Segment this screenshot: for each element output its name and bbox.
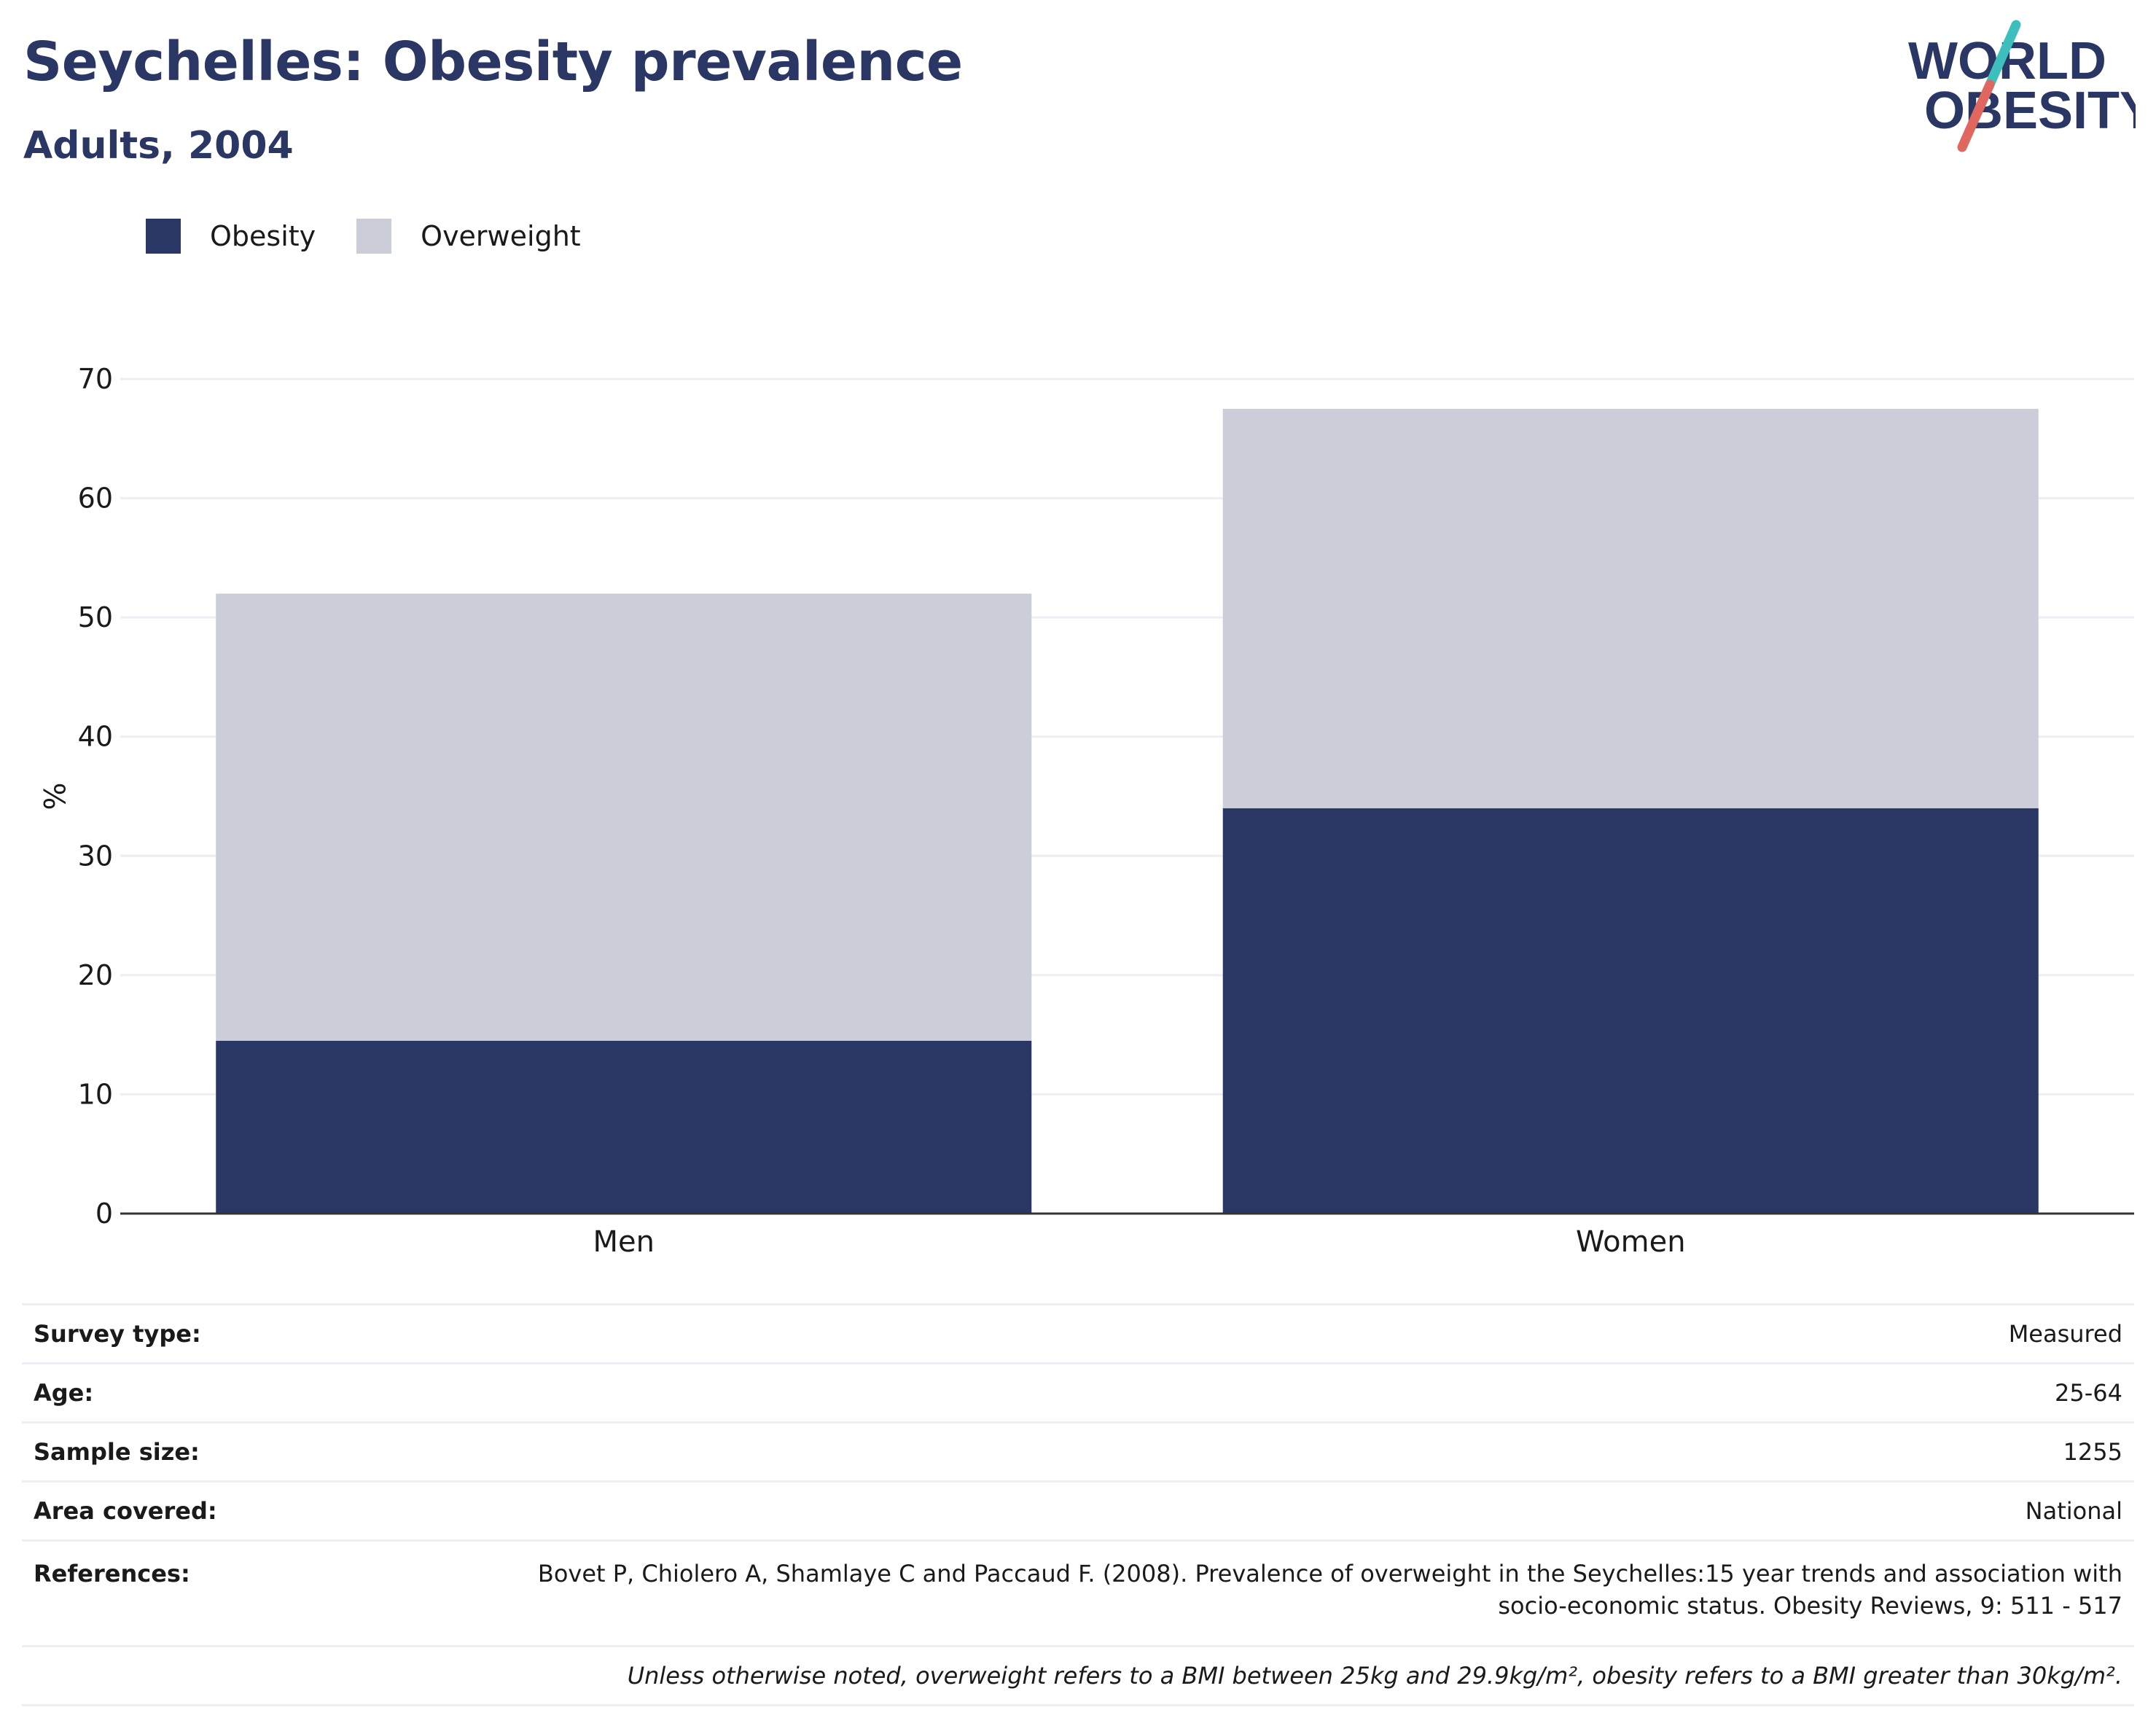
legend-item-overweight[interactable]: Overweight bbox=[356, 219, 581, 254]
info-key: References: bbox=[22, 1540, 424, 1647]
logo-word-obesity: OBESITY bbox=[1924, 82, 2136, 140]
info-key: Age: bbox=[22, 1363, 424, 1423]
info-row-age: Age: 25-64 bbox=[22, 1363, 2134, 1423]
y-tick-label: 70 bbox=[78, 363, 113, 395]
survey-info-table: Survey type: Measured Age: 25-64 Sample … bbox=[22, 1303, 2134, 1706]
info-key: Sample size: bbox=[22, 1422, 424, 1483]
bar-overweight-men bbox=[216, 593, 1032, 1041]
legend-label-overweight: Overweight bbox=[421, 220, 581, 252]
bar-obesity-men bbox=[216, 1040, 1032, 1214]
info-row-note: Unless otherwise noted, overweight refer… bbox=[22, 1646, 2134, 1706]
y-tick-label: 30 bbox=[78, 840, 113, 872]
y-tick-label: 10 bbox=[78, 1078, 113, 1110]
y-tick-label: 20 bbox=[78, 959, 113, 991]
bar-obesity-women bbox=[1222, 808, 2039, 1214]
bar-overweight-women bbox=[1222, 408, 2039, 808]
reference-line-1: Bovet P, Chiolero A, Shamlaye C and Pacc… bbox=[537, 1560, 2122, 1587]
legend-item-obesity[interactable]: Obesity bbox=[146, 219, 316, 254]
chart-title: Seychelles: Obesity prevalence bbox=[23, 31, 963, 93]
info-key: Survey type: bbox=[22, 1303, 424, 1364]
world-obesity-logo[interactable]: WORLD OBESITY bbox=[1895, 15, 2136, 160]
y-axis-label: % bbox=[36, 782, 70, 810]
x-axis-labels: Men Women bbox=[593, 1225, 1686, 1259]
info-value: National bbox=[424, 1481, 2134, 1542]
legend-swatch-obesity bbox=[146, 219, 181, 254]
info-value: Measured bbox=[424, 1303, 2134, 1364]
info-row-survey-type: Survey type: Measured bbox=[22, 1303, 2134, 1364]
info-value-references: Bovet P, Chiolero A, Shamlaye C and Pacc… bbox=[424, 1540, 2134, 1647]
y-tick-label: 0 bbox=[95, 1198, 113, 1230]
logo-slash-teal bbox=[1985, 20, 2021, 90]
reference-line-2: socio-economic status. Obesity Reviews, … bbox=[1498, 1592, 2122, 1620]
logo-slash-red bbox=[1957, 79, 1995, 152]
info-value: 25-64 bbox=[424, 1363, 2134, 1423]
bmi-definition-note: Unless otherwise noted, overweight refer… bbox=[22, 1646, 2134, 1706]
chart-subtitle: Adults, 2004 bbox=[23, 124, 294, 168]
x-tick-label: Men bbox=[593, 1225, 655, 1259]
y-axis-ticks: 0 10 20 30 40 50 60 70 bbox=[78, 363, 113, 1230]
legend: Obesity Overweight bbox=[146, 217, 622, 255]
info-row-sample-size: Sample size: 1255 bbox=[22, 1422, 2134, 1483]
bars bbox=[216, 408, 2039, 1214]
info-row-area-covered: Area covered: National bbox=[22, 1481, 2134, 1542]
x-tick-label: Women bbox=[1576, 1225, 1686, 1259]
y-tick-label: 40 bbox=[78, 721, 113, 753]
stacked-bar-chart: 0 10 20 30 40 50 60 70 Men Women % bbox=[36, 363, 2134, 1259]
info-row-references: References: Bovet P, Chiolero A, Shamlay… bbox=[22, 1540, 2134, 1647]
legend-label-obesity: Obesity bbox=[210, 220, 316, 252]
y-tick-label: 60 bbox=[78, 483, 113, 515]
info-value: 1255 bbox=[424, 1422, 2134, 1483]
info-key: Area covered: bbox=[22, 1481, 424, 1542]
legend-swatch-overweight bbox=[356, 219, 392, 254]
y-tick-label: 50 bbox=[78, 601, 113, 633]
